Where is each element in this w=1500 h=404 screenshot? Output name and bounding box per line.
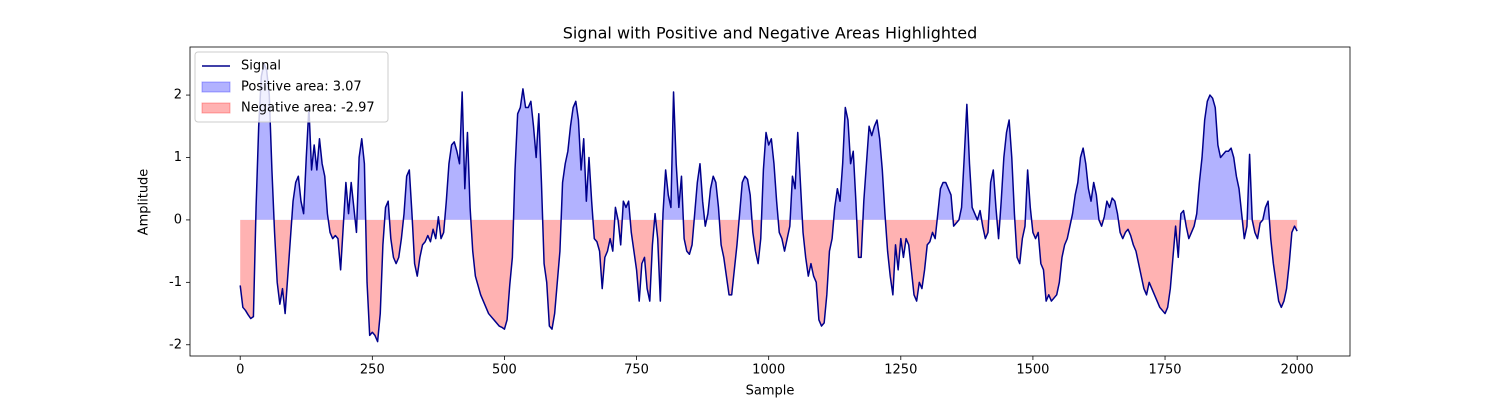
x-tick-label: 1000 — [752, 363, 785, 378]
y-axis-label: Amplitude — [137, 169, 152, 236]
area-fill — [240, 63, 1298, 220]
y-tick-label: 2 — [174, 88, 182, 103]
legend-label: Positive area: 3.07 — [241, 80, 362, 95]
legend-label: Signal — [241, 59, 281, 74]
x-tick-label: 0 — [236, 363, 244, 378]
x-tick-label: 2000 — [1281, 363, 1314, 378]
x-axis-label: Sample — [746, 384, 795, 399]
area-fill — [240, 219, 1298, 342]
x-tick-label: 1750 — [1148, 363, 1181, 378]
y-tick-label: 0 — [174, 212, 182, 227]
x-tick-label: 1250 — [884, 363, 917, 378]
chart-title: Signal with Positive and Negative Areas … — [563, 24, 978, 43]
plot-frame — [189, 46, 1351, 357]
y-tick-label: -2 — [169, 337, 182, 352]
legend-patch — [201, 102, 231, 114]
y-tick-label: 1 — [174, 150, 182, 165]
legend-label: Negative area: -2.97 — [241, 101, 375, 116]
signal-line — [239, 63, 1298, 343]
x-tick-label: 250 — [360, 363, 385, 378]
legend-patch — [201, 81, 231, 93]
x-tick-label: 1500 — [1016, 363, 1049, 378]
x-tick-label: 500 — [492, 363, 517, 378]
x-tick-label: 750 — [624, 363, 649, 378]
legend-box — [194, 51, 389, 123]
y-tick-label: -1 — [169, 275, 182, 290]
